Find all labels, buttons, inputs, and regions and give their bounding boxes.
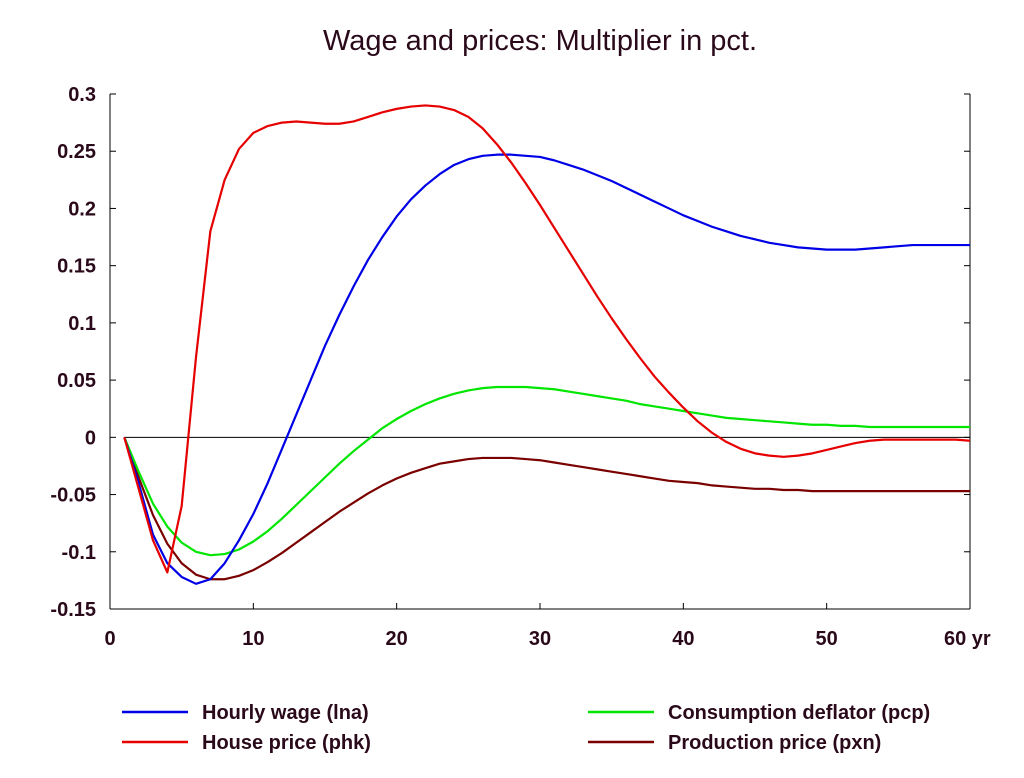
x-tick-label: 40 xyxy=(672,628,694,650)
series-line-3 xyxy=(123,436,970,581)
y-tick-label: -0.05 xyxy=(50,485,96,507)
y-tick-label: 0.25 xyxy=(57,141,96,163)
legend-label: Hourly wage (lna) xyxy=(202,702,369,724)
y-tick-label: 0 xyxy=(85,427,96,449)
legend-label: House price (phk) xyxy=(202,732,371,754)
y-tick-label: 0.15 xyxy=(57,256,96,278)
legend-label: Consumption deflator (pcp) xyxy=(668,702,930,724)
series-line-2 xyxy=(123,385,970,557)
legend-label: Production price (pxn) xyxy=(668,732,881,754)
x-axis-ticks: 0 10 20 30 40 50 60 yr xyxy=(104,603,991,650)
x-tick-label: 10 xyxy=(242,628,264,650)
x-tick-label: 50 xyxy=(816,628,838,650)
y-tick-label: -0.1 xyxy=(62,542,96,564)
x-tick-label: 30 xyxy=(529,628,551,650)
x-tick-label: 20 xyxy=(386,628,408,650)
chart-title: Wage and prices: Multiplier in pct. xyxy=(323,25,757,57)
series-line-0 xyxy=(123,153,970,585)
y-tick-label: 0.3 xyxy=(68,84,96,106)
legend: Hourly wage (lna) House price (phk) Consum… xyxy=(122,702,930,754)
y-tick-label: 0.05 xyxy=(57,370,96,392)
x-tick-label: 60 yr xyxy=(944,628,991,650)
x-tick-label: 0 xyxy=(104,628,115,650)
y-tick-label: 0.2 xyxy=(68,198,96,220)
series-line-1 xyxy=(123,104,971,574)
plot-frame xyxy=(109,94,971,610)
series-lines xyxy=(123,104,971,585)
y-tick-label: 0.1 xyxy=(68,313,96,335)
y-tick-label: -0.15 xyxy=(50,599,96,621)
y-axis-ticks: -0.15 -0.1 -0.05 0 0.05 0.1 0.15 0.2 0.25 0.3 xyxy=(50,84,970,621)
